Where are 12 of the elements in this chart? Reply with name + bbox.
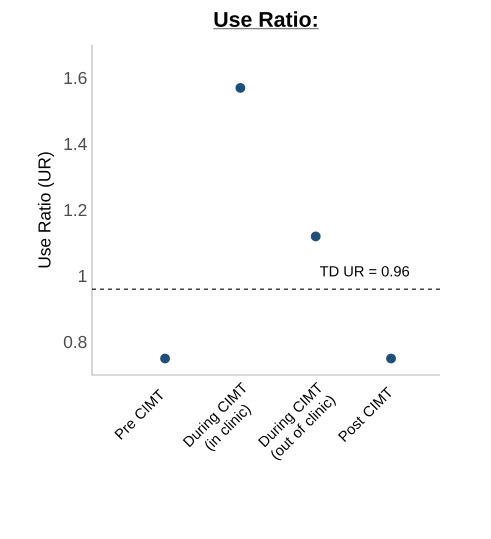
y-axis-title: Use Ratio (UR) xyxy=(38,152,54,268)
point xyxy=(160,354,170,364)
point xyxy=(310,231,321,242)
point xyxy=(235,82,246,93)
ref-line-label: TD UR = 0.96 xyxy=(320,266,410,276)
y-tick-label: 1 xyxy=(78,270,86,282)
y-tick-label: 1.6 xyxy=(64,72,87,84)
y-tick-label: 0.8 xyxy=(64,336,87,348)
point xyxy=(386,354,396,364)
chart-title: Use Ratio: xyxy=(214,11,317,27)
y-tick-label: 1.4 xyxy=(64,138,87,150)
y-tick-label: 1.2 xyxy=(64,204,86,216)
